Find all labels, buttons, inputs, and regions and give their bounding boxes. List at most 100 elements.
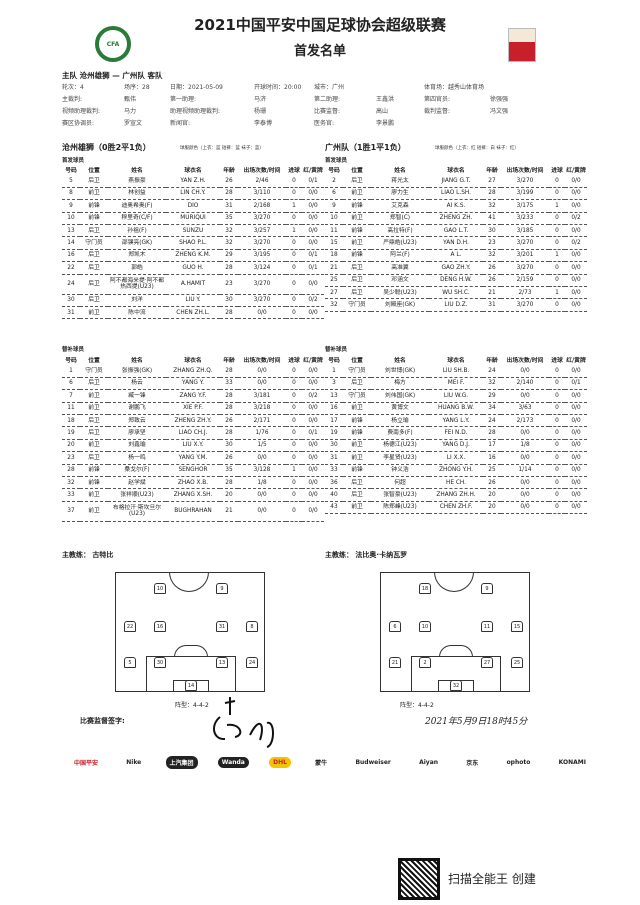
column-header: 球衣名 [184,168,202,174]
table-cell: YANG L.Y. [429,414,483,428]
table-cell: 廖承坚 [108,426,166,440]
table-header: 号码 位置 姓名 球衣名 年龄 出场次数/时间 进球 红/黄牌 [325,354,587,365]
home-subs-label: 替补球员 [62,347,85,353]
table-row: 22 后卫 郭皓 GUO H. 28 3/124 0 0/1 [62,261,324,275]
table-row: 30 前卫 杨德江(U23) YANG D.J. 17 1/8 0 0/0 [325,439,587,453]
table-cell: MURIQUI [166,212,220,226]
table-cell: 1 [325,365,343,378]
table-cell: 20 [483,488,501,502]
match-info-cell: 比赛监督: [314,108,341,115]
table-cell: 28 [220,365,238,378]
table-cell: 0/0 [565,426,587,440]
table-cell: 32 [483,377,501,391]
table-cell: 杨云 [108,377,166,391]
table-cell: 0 [549,464,565,478]
table-cell: 梅方 [371,377,429,391]
table-cell: 桑戈尔(F) [108,464,166,478]
table-cell: 2/173 [501,414,549,428]
table-cell: 0/0 [565,488,587,502]
table-cell: 高拉特(F) [371,224,429,238]
table-cell: 15 [325,236,343,250]
table-cell: LIU Y. [166,294,220,308]
column-header: 位置 [351,358,363,364]
table-cell: 3/63 [501,402,549,416]
table-cell: SHAO P.L. [166,236,220,250]
table-cell: 28 [220,476,238,490]
table-cell: DENG H.W. [429,274,483,288]
shirt-icon: 11 [481,621,493,632]
table-cell: 23 [62,451,80,465]
table-row: 1 守门员 张振强(GK) ZHANG ZH.Q. 28 0/0 0 0/0 [62,365,324,378]
column-header: 进球 [288,358,300,364]
table-cell: 杨立瑜 [371,414,429,428]
table-cell: 0/0 [565,439,587,453]
table-cell: GAO ZH.Y. [429,261,483,275]
home-kit: 球服颜色（上衣：蓝 短裤：蓝 袜子：蓝） [180,146,264,151]
shirt-icon: 15 [511,621,523,632]
table-cell: 0/0 [302,306,324,320]
table-cell: 0 [286,212,302,226]
table-row: 11 前卫 谢鹏飞 XIE P.F. 28 3/218 0 0/0 [62,402,324,416]
table-row: 9 前锋 艾克森 AI K.S. 32 3/175 1 0/0 [325,199,587,213]
table-cell: 0/0 [565,298,587,312]
table-cell: 0/0 [565,476,587,490]
column-header: 号码 [328,358,340,364]
table-cell: 28 [220,306,238,320]
table-cell: 0/0 [302,451,324,465]
table-cell: 9 [325,199,343,213]
shirt-icon: 10 [419,621,431,632]
table-cell: 0 [286,249,302,263]
table-cell: 1/14 [501,464,549,478]
table-row: 14 守门员 邵镤亮(GK) SHAO P.L. 32 3/270 0 0/0 [62,236,324,250]
sponsor-logo: 蒙牛 [315,760,328,767]
table-cell: 0 [286,175,302,188]
table-cell: 0 [549,414,565,428]
shirt-icon: 24 [246,657,258,668]
table-cell: 18 [325,249,343,263]
table-cell: ZHENG K.M. [166,249,220,263]
table-row: 19 后卫 廖承坚 LIAO CH.J. 28 1/76 0 0/1 [62,426,324,440]
table-cell: 前锋 [343,224,371,238]
shirt-icon: 10 [154,583,166,594]
pitch-marking [439,645,473,657]
table-cell: 43 [325,501,343,515]
table-cell: 前锋 [343,199,371,213]
table-cell: 5 [62,175,80,188]
table-cell: 0/0 [302,377,324,391]
table-cell: 0 [286,402,302,416]
table-row: 17 前锋 杨立瑜 YANG L.Y. 24 2/173 0 0/0 [325,414,587,428]
column-header: 进球 [551,358,563,364]
table-cell: 32 [483,249,501,263]
home-formation: 阵型：4-4-2 [175,702,209,709]
table-cell: 钟义浩 [371,464,429,478]
table-cell: 20 [483,501,501,515]
table-cell: 6 [325,187,343,201]
table-cell: 布格拉汗·斯坎旦尔(U23) [108,501,166,522]
table-cell: 0/0 [302,199,324,213]
sponsor-logo: Nike [126,759,142,766]
table-cell: 29 [483,389,501,403]
table-row: 7 前卫 臧一锋 ZANG Y.F. 28 3/181 0 0/2 [62,389,324,403]
table-cell: 0 [286,236,302,250]
table-cell: 10 [62,212,80,226]
table-cell: 28 [220,402,238,416]
table-cell: 0/0 [565,274,587,288]
table-cell: 2/171 [238,414,286,428]
table-cell: 刘洋 [108,294,166,308]
table-cell: 27 [483,175,501,188]
match-info-cell: 新闻官: [170,120,191,127]
table-cell: 28 [220,261,238,275]
table-cell: 前锋 [343,464,371,478]
column-header: 进球 [288,168,300,174]
table-cell: 0 [286,414,302,428]
table-row: 16 前卫 黄博文 HUANG B.W. 34 3/63 0 0/0 [325,402,587,416]
table-cell: 33 [325,464,343,478]
home-starters-table: 号码 位置 姓名 球衣名 年龄 出场次数/时间 进球 红/黄牌 5 后卫 燕振豪 YAN Z.H. 26… [62,164,324,320]
table-cell: 34 [483,402,501,416]
table-cell: 前锋 [343,249,371,263]
match-info-cell [376,83,424,92]
table-cell: 11 [62,402,80,416]
table-cell: 0 [286,377,302,391]
sponsor-logo: 上汽集团 [165,756,198,769]
signature [213,697,274,748]
